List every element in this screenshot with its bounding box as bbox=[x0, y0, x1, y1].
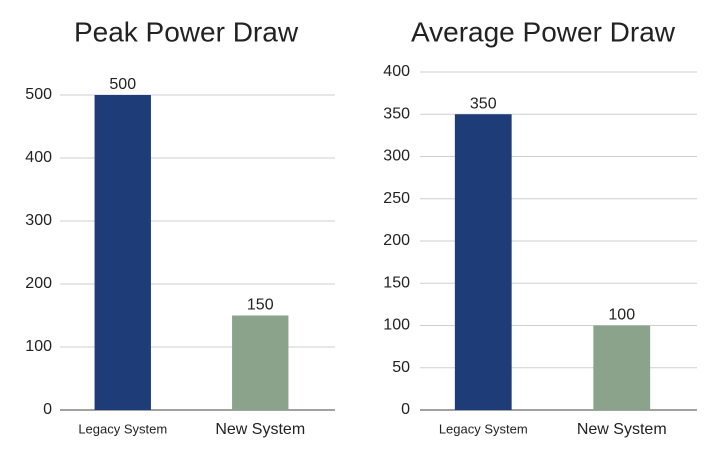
y-tick-label: 400 bbox=[383, 63, 410, 80]
x-tick-label: New System bbox=[215, 421, 305, 438]
value-label: 500 bbox=[109, 76, 136, 93]
y-tick-label: 200 bbox=[25, 275, 52, 292]
y-tick-label: 300 bbox=[383, 148, 410, 165]
y-tick-label: 200 bbox=[383, 232, 410, 249]
chart-title: Average Power Draw bbox=[411, 16, 676, 47]
y-tick-label: 100 bbox=[383, 317, 410, 334]
y-tick-label: 0 bbox=[401, 401, 410, 418]
y-tick-label: 500 bbox=[25, 86, 52, 103]
chart-title: Peak Power Draw bbox=[74, 16, 299, 47]
y-tick-label: 150 bbox=[383, 274, 410, 291]
x-tick-label: Legacy System bbox=[439, 421, 528, 436]
y-tick-label: 300 bbox=[25, 212, 52, 229]
y-tick-label: 250 bbox=[383, 190, 410, 207]
value-label: 350 bbox=[470, 95, 497, 112]
bar bbox=[454, 114, 512, 410]
bar bbox=[94, 95, 151, 410]
y-tick-label: 0 bbox=[43, 401, 52, 418]
y-tick-label: 50 bbox=[392, 359, 410, 376]
x-tick-label: New System bbox=[577, 421, 667, 438]
value-label: 150 bbox=[247, 297, 274, 314]
y-tick-label: 350 bbox=[383, 105, 410, 122]
x-tick-label: Legacy System bbox=[78, 421, 167, 436]
bar bbox=[232, 315, 289, 410]
value-label: 100 bbox=[608, 307, 635, 324]
y-tick-label: 100 bbox=[25, 338, 52, 355]
y-tick-label: 400 bbox=[25, 149, 52, 166]
bar bbox=[593, 325, 651, 410]
